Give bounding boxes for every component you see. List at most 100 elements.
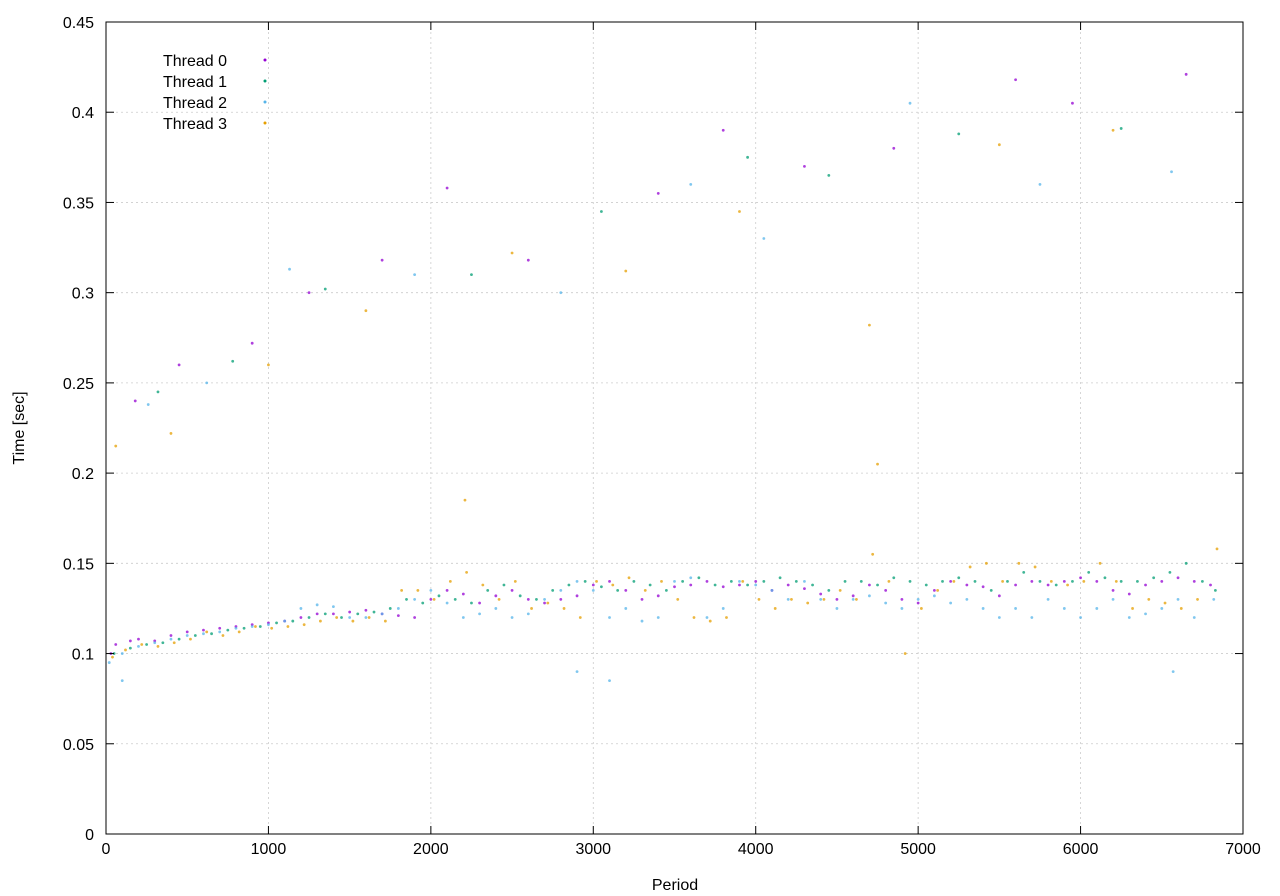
y-tick-label: 0.35	[63, 195, 94, 212]
data-point	[307, 616, 311, 619]
data-point	[997, 594, 1001, 598]
data-point	[900, 598, 904, 601]
data-point	[838, 589, 842, 592]
data-point	[692, 616, 696, 619]
data-point	[949, 601, 953, 605]
data-point	[1098, 561, 1102, 565]
data-point	[919, 607, 923, 610]
data-point	[738, 579, 741, 583]
data-point	[234, 626, 238, 630]
data-point	[323, 612, 327, 616]
data-point	[513, 579, 517, 583]
data-point	[835, 607, 839, 610]
data-point	[803, 164, 806, 168]
data-point	[876, 583, 879, 587]
data-point	[916, 601, 920, 605]
x-tick-label: 7000	[1225, 841, 1261, 858]
x-tick-label: 1000	[251, 841, 287, 858]
data-point	[416, 589, 420, 592]
data-point	[868, 594, 871, 598]
data-point	[405, 598, 408, 601]
data-point	[478, 601, 481, 605]
data-point	[643, 589, 647, 592]
data-point	[177, 363, 181, 367]
data-point	[713, 583, 717, 587]
legend-marker	[263, 79, 267, 83]
data-point	[1171, 670, 1175, 673]
data-point	[1111, 128, 1115, 132]
data-point	[372, 610, 376, 614]
data-point	[299, 607, 303, 610]
data-point	[231, 359, 235, 363]
data-point	[819, 592, 823, 596]
data-point	[1212, 598, 1216, 601]
data-point	[608, 579, 611, 583]
data-point	[1209, 583, 1212, 587]
data-point	[741, 579, 745, 583]
y-tick-label: 0.2	[72, 466, 94, 483]
data-point	[1079, 576, 1082, 580]
data-point	[941, 579, 944, 583]
data-point	[1062, 607, 1066, 610]
data-point	[535, 598, 538, 601]
data-point	[1170, 170, 1173, 174]
y-axis-label: Time [sec]	[11, 391, 28, 464]
data-point	[128, 639, 132, 643]
data-point	[1147, 598, 1151, 601]
data-point	[1014, 583, 1017, 587]
data-point	[981, 585, 985, 589]
data-point	[193, 634, 197, 637]
data-point	[189, 637, 192, 641]
data-point	[729, 579, 733, 583]
data-point	[892, 146, 896, 150]
data-point	[786, 583, 790, 587]
legend-marker	[263, 100, 267, 104]
data-point	[1127, 616, 1131, 619]
data-point	[721, 607, 725, 610]
legend-marker	[263, 121, 267, 125]
data-point	[463, 498, 467, 502]
data-point	[510, 589, 514, 592]
data-point	[445, 186, 449, 190]
data-point	[778, 576, 782, 580]
data-point	[1111, 589, 1115, 592]
data-point	[1184, 72, 1188, 76]
data-point	[510, 251, 514, 255]
data-point	[1213, 589, 1217, 592]
data-point	[559, 598, 563, 601]
data-point	[965, 583, 969, 587]
data-point	[120, 652, 124, 655]
data-point	[757, 598, 761, 601]
data-point	[859, 579, 863, 583]
data-point	[957, 576, 961, 580]
x-tick-label: 0	[102, 841, 111, 858]
x-tick-label: 4000	[738, 841, 774, 858]
data-point	[1103, 576, 1107, 580]
data-point	[114, 444, 118, 448]
data-point	[226, 628, 230, 632]
data-point	[502, 583, 506, 587]
axis-ticks	[105, 21, 1244, 835]
x-tick-label: 2000	[413, 841, 449, 858]
data-point	[803, 587, 806, 590]
data-point	[1062, 579, 1066, 583]
data-point	[819, 598, 823, 601]
data-point	[348, 616, 352, 619]
data-point	[762, 579, 766, 583]
data-point	[676, 598, 680, 601]
data-point	[396, 614, 400, 618]
data-point	[137, 637, 140, 641]
data-point	[413, 273, 417, 277]
data-point	[624, 589, 628, 592]
series-1	[112, 127, 1217, 655]
data-point	[1160, 607, 1164, 610]
data-point	[112, 652, 116, 655]
data-point	[364, 616, 368, 619]
data-point	[624, 269, 628, 273]
data-point	[1111, 598, 1115, 601]
data-point	[111, 655, 114, 659]
data-point	[205, 630, 209, 634]
data-point	[218, 630, 222, 634]
data-point	[302, 623, 306, 627]
